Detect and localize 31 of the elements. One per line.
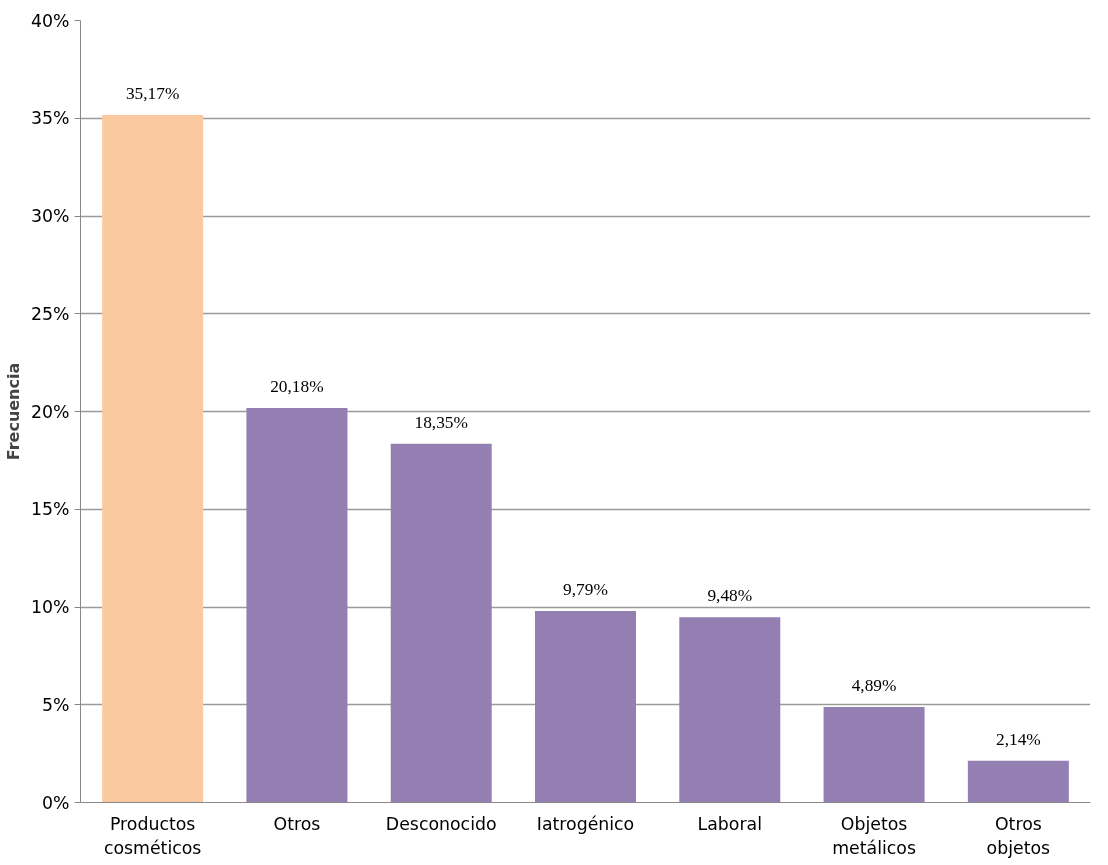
data-label: 2,14%	[995, 729, 1041, 749]
bar	[246, 407, 348, 803]
bar	[390, 443, 492, 803]
x-tick-label: Productos cosméticos	[103, 813, 202, 858]
y-tick-label: 15%	[30, 499, 70, 520]
data-label: 18,35%	[414, 412, 468, 432]
y-tick-label: 5%	[42, 694, 70, 715]
x-tick-label: Iatrogénico	[536, 813, 635, 834]
data-label: 4,89%	[851, 675, 897, 695]
y-axis-title: Frecuencia	[3, 362, 23, 461]
data-label: 35,17%	[125, 83, 180, 103]
y-tick-label: 10%	[30, 597, 70, 617]
y-tick-label: 25%	[30, 303, 70, 324]
data-label: 9,79%	[563, 580, 608, 600]
x-tick-label: Otros objetos	[986, 813, 1051, 858]
y-tick-label: 35%	[30, 108, 70, 129]
bar	[967, 760, 1069, 803]
bar	[535, 611, 636, 803]
y-tick-label: 40%	[30, 10, 70, 31]
x-tick-label: Objetos metálicos	[832, 813, 916, 858]
y-tick-label: 30%	[30, 206, 70, 226]
x-tick-label: Otros	[273, 813, 321, 834]
y-tick-label: 0%	[42, 792, 70, 813]
bar	[102, 114, 204, 803]
data-label: 20,18%	[270, 376, 324, 396]
y-tick-label: 20%	[30, 401, 70, 422]
x-tick-label: Desconocido	[385, 813, 497, 834]
x-tick-label: Laboral	[697, 813, 763, 834]
data-label: 9,48%	[707, 586, 753, 606]
bar	[823, 706, 925, 803]
bar	[679, 617, 781, 803]
